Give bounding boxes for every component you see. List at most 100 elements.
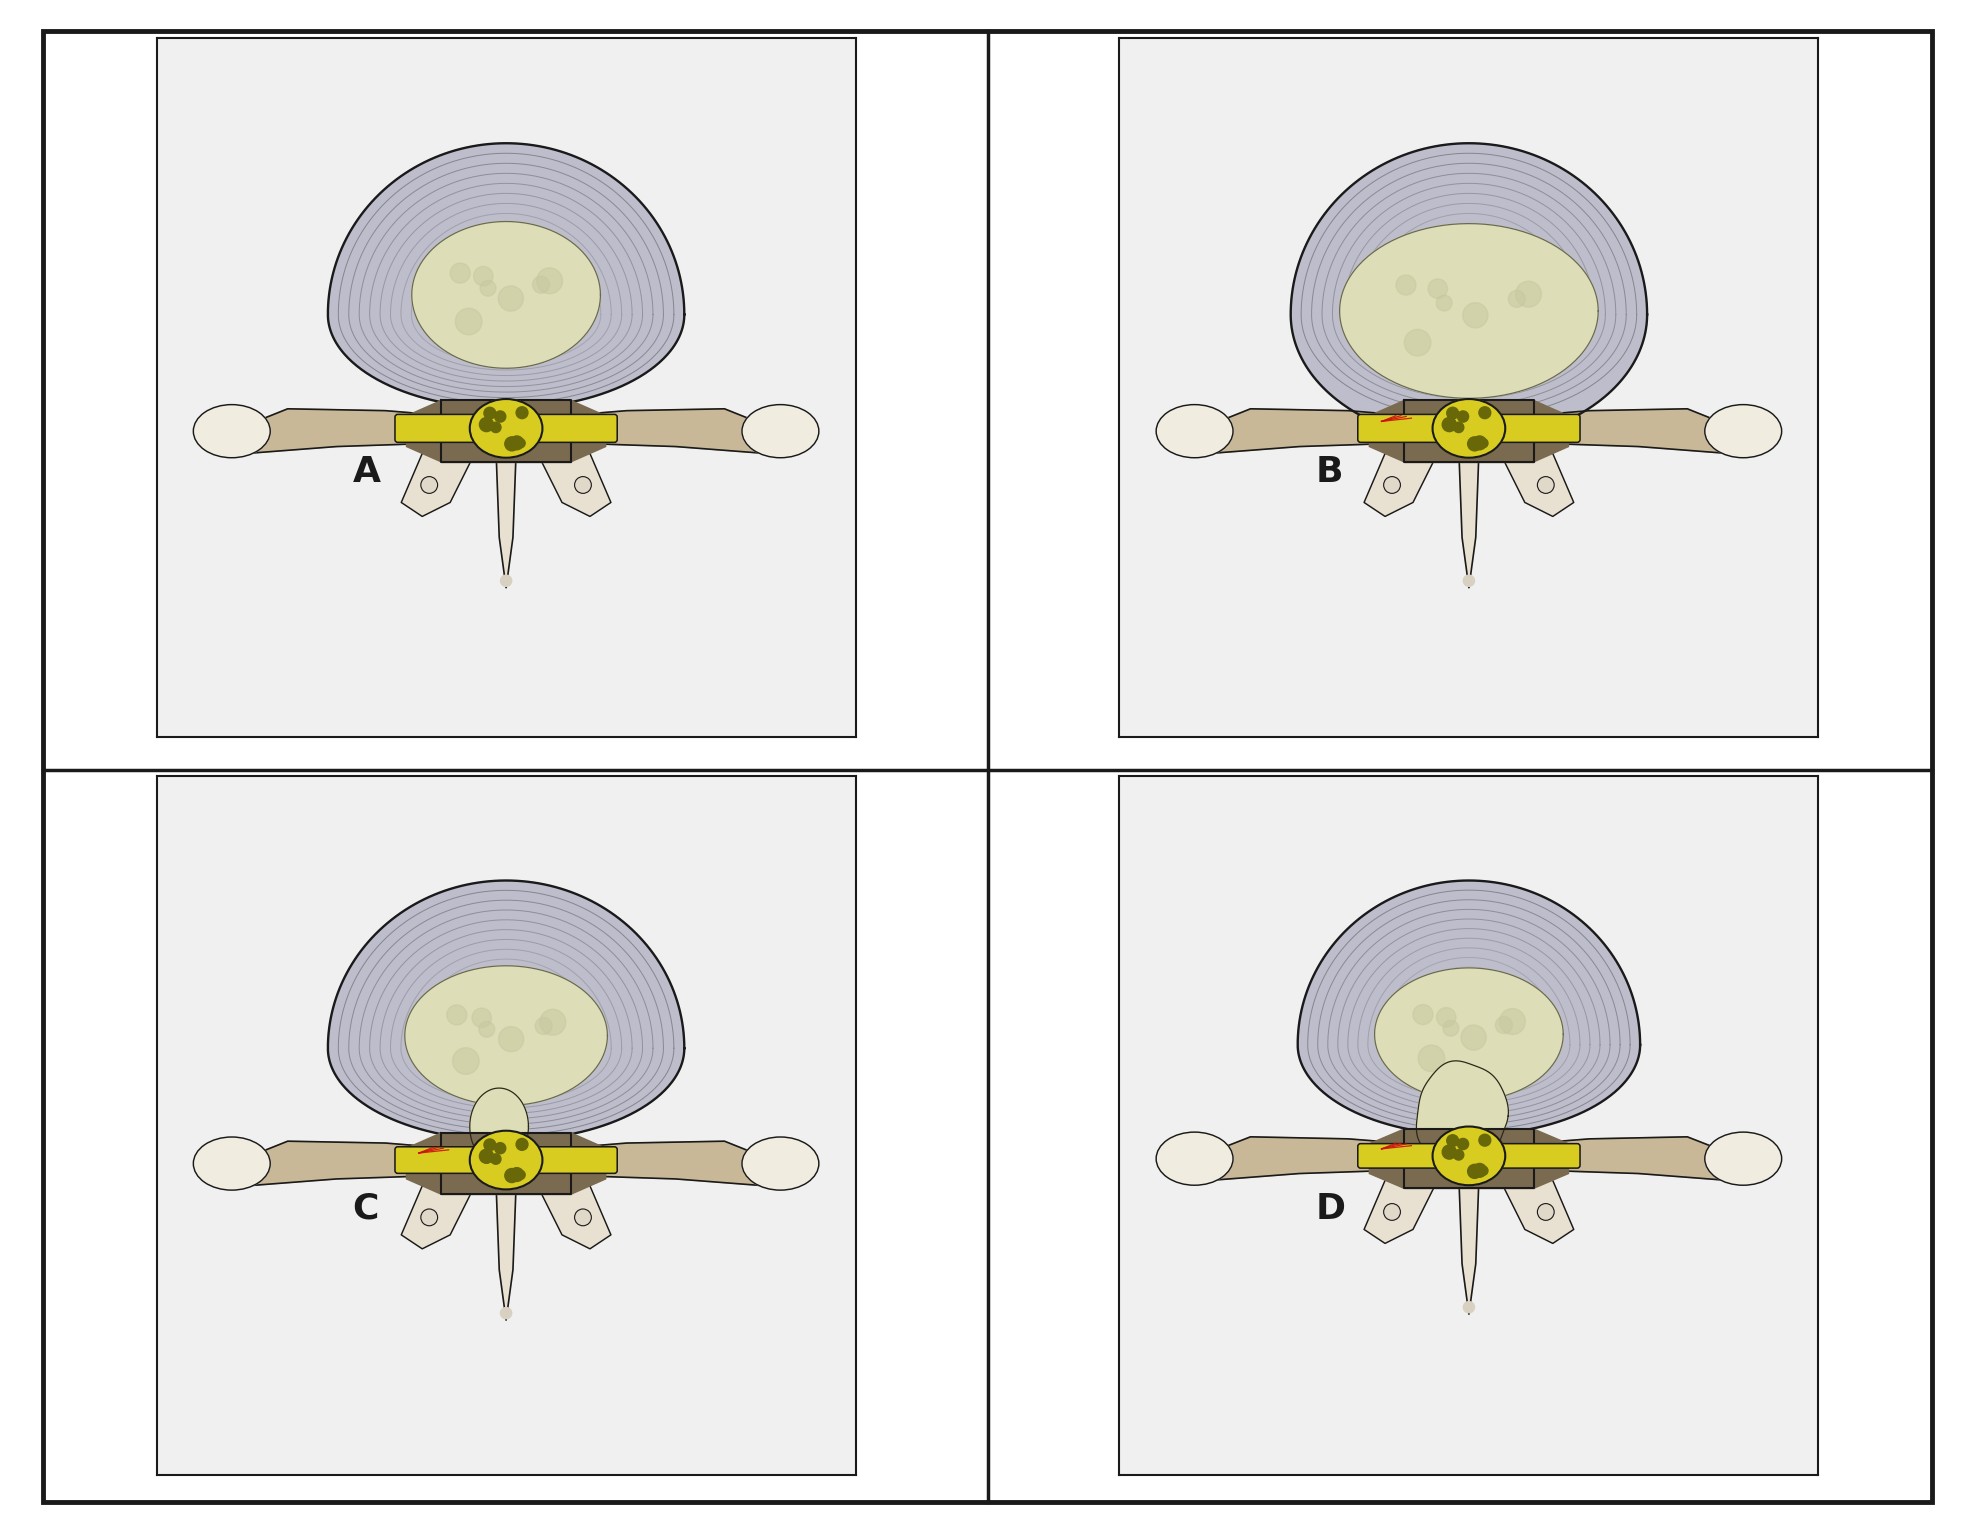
FancyBboxPatch shape [531,1147,618,1174]
Polygon shape [496,1190,515,1319]
Circle shape [1515,281,1540,307]
Circle shape [1412,1005,1434,1025]
Circle shape [1499,1009,1525,1034]
Polygon shape [1195,409,1412,453]
Circle shape [1509,290,1525,307]
Circle shape [1479,407,1491,419]
Polygon shape [407,1134,442,1195]
Circle shape [506,1169,519,1183]
Circle shape [452,1048,480,1074]
Polygon shape [1533,1129,1568,1189]
Ellipse shape [194,404,271,458]
FancyBboxPatch shape [1493,1144,1580,1167]
Circle shape [533,276,549,293]
Polygon shape [470,1087,529,1164]
FancyBboxPatch shape [486,1149,527,1172]
Circle shape [500,1307,512,1319]
Ellipse shape [1432,1126,1505,1186]
Circle shape [1404,329,1432,356]
Circle shape [500,574,512,587]
Polygon shape [407,401,442,462]
Polygon shape [1527,1137,1744,1181]
FancyBboxPatch shape [1357,415,1444,442]
Circle shape [1454,1149,1463,1160]
Ellipse shape [194,1137,271,1190]
Circle shape [474,266,494,286]
Circle shape [1436,1008,1456,1028]
Polygon shape [1404,1129,1533,1189]
Circle shape [1418,1044,1446,1072]
Circle shape [1448,1135,1458,1146]
Polygon shape [442,1134,571,1195]
Circle shape [490,422,502,433]
Polygon shape [1527,409,1744,453]
Polygon shape [1292,143,1647,441]
Circle shape [575,476,591,493]
Polygon shape [1339,224,1598,398]
Polygon shape [1365,447,1434,516]
Ellipse shape [743,404,820,458]
Polygon shape [1365,1174,1434,1244]
Polygon shape [405,966,608,1106]
Circle shape [506,436,519,452]
Polygon shape [411,221,600,369]
Circle shape [1428,280,1448,298]
Ellipse shape [470,1130,543,1189]
Ellipse shape [743,1137,820,1190]
Circle shape [1463,1301,1475,1313]
FancyBboxPatch shape [1448,1144,1489,1167]
Polygon shape [1533,401,1568,462]
Polygon shape [1503,1174,1574,1244]
Circle shape [478,1021,494,1037]
Circle shape [515,1138,527,1150]
Circle shape [1396,275,1416,295]
Circle shape [510,436,523,450]
Polygon shape [1195,1137,1412,1181]
Circle shape [494,1143,506,1154]
Ellipse shape [1155,1132,1232,1186]
Circle shape [1473,436,1487,450]
Polygon shape [1404,401,1533,462]
Circle shape [480,418,494,432]
Circle shape [1479,439,1487,449]
Circle shape [1467,1164,1481,1178]
Polygon shape [541,447,610,516]
Circle shape [1444,1020,1460,1037]
Circle shape [1458,1138,1469,1149]
Circle shape [575,1209,591,1226]
Polygon shape [1503,447,1574,516]
Polygon shape [541,1180,610,1249]
Circle shape [1384,1204,1400,1220]
Text: D: D [1315,1192,1345,1226]
Circle shape [1384,476,1400,493]
Circle shape [1458,412,1469,422]
Text: B: B [1315,455,1343,488]
Circle shape [1479,1134,1491,1146]
Circle shape [1462,1025,1487,1051]
FancyBboxPatch shape [395,1147,482,1174]
Circle shape [484,407,496,419]
Circle shape [1479,1166,1487,1175]
Circle shape [1454,422,1463,433]
Circle shape [1442,418,1456,432]
Polygon shape [1460,458,1479,588]
FancyBboxPatch shape [395,415,482,442]
Circle shape [450,263,470,283]
FancyBboxPatch shape [1357,1144,1444,1167]
Circle shape [515,1170,525,1180]
Polygon shape [231,1141,448,1186]
Circle shape [1463,303,1487,327]
Circle shape [456,309,482,335]
Polygon shape [401,447,472,516]
Polygon shape [442,401,571,462]
Polygon shape [328,143,683,409]
Polygon shape [328,880,683,1141]
Polygon shape [1416,1061,1509,1170]
Circle shape [1537,1204,1554,1220]
Circle shape [484,1140,496,1150]
Circle shape [498,286,523,312]
Text: A: A [352,455,381,488]
Polygon shape [571,401,606,462]
Polygon shape [563,1141,780,1186]
Circle shape [1473,1163,1487,1177]
